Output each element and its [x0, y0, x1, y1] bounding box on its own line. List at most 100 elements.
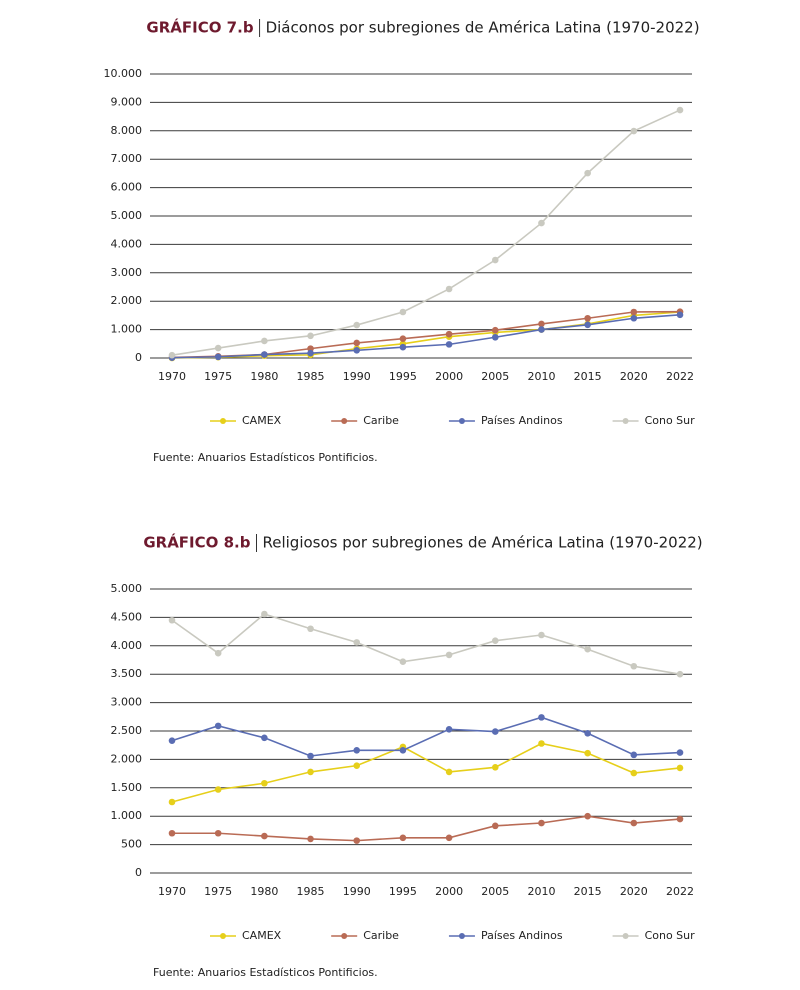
data-point [307, 768, 314, 776]
data-point [445, 651, 453, 659]
data-point [491, 822, 499, 830]
legend-label: Cono Sur [645, 929, 696, 942]
legend-marker [458, 418, 465, 424]
data-point [676, 764, 684, 772]
y-tick-label: 8.000 [111, 124, 143, 137]
data-point [261, 610, 268, 618]
legend-marker [341, 418, 348, 424]
data-point [261, 734, 268, 742]
x-tick-label: 2020 [620, 885, 648, 898]
source-note: Fuente: Anuarios Estadísticos Pontificio… [153, 451, 378, 464]
y-tick-label: 2.000 [111, 752, 143, 765]
data-point [630, 127, 638, 135]
y-tick-label: 10.000 [104, 67, 143, 80]
x-tick-label: 2010 [527, 885, 555, 898]
x-tick-label: 2000 [435, 370, 463, 383]
series-line [171, 109, 681, 356]
data-point [261, 832, 268, 840]
series-line [171, 716, 681, 757]
data-point [168, 798, 176, 806]
x-tick-label: 2020 [620, 370, 648, 383]
data-point [584, 321, 591, 329]
y-tick-label: 7.000 [111, 152, 143, 165]
data-point [584, 812, 591, 820]
data-point [630, 662, 638, 670]
data-point [445, 768, 453, 776]
data-point [307, 332, 314, 340]
y-tick-label: 2.000 [111, 294, 143, 307]
data-point [538, 819, 545, 827]
series-line [171, 310, 681, 359]
data-point [399, 343, 407, 351]
data-point [491, 764, 499, 771]
x-tick-label: 1970 [158, 885, 186, 898]
y-tick-label: 4.500 [111, 610, 143, 623]
legend-marker [458, 933, 465, 939]
y-tick-label: 5.000 [111, 582, 143, 595]
data-point [353, 747, 361, 754]
data-point [353, 347, 361, 354]
x-tick-label: 1985 [297, 885, 325, 898]
data-point [676, 815, 684, 823]
data-point [399, 658, 407, 666]
y-tick-label: 0 [135, 351, 142, 364]
data-point [538, 740, 545, 747]
data-point [538, 219, 545, 227]
x-tick-label: 1970 [158, 370, 186, 383]
y-tick-label: 1.000 [111, 809, 143, 822]
data-point [399, 834, 407, 842]
chart-title: Religiosos por subregiones de América La… [262, 534, 702, 552]
data-point [538, 631, 545, 639]
data-point [584, 749, 591, 757]
data-point [214, 344, 222, 352]
y-tick-label: 2.500 [111, 724, 143, 737]
data-point [445, 725, 453, 733]
x-tick-label: 2010 [527, 370, 555, 383]
series-line [171, 742, 681, 803]
data-point [307, 752, 314, 760]
data-point [353, 339, 361, 347]
legend-marker [220, 418, 226, 424]
legend-marker [622, 418, 629, 424]
y-tick-label: 3.500 [111, 667, 143, 680]
y-tick-label: 4.000 [111, 639, 143, 652]
title-label: GRÁFICO 8.b [143, 533, 250, 552]
y-tick-label: 1.500 [111, 781, 143, 794]
x-tick-label: 2015 [574, 370, 602, 383]
legend-label: Cono Sur [645, 414, 696, 427]
legend-label: CAMEX [242, 929, 282, 942]
data-point [214, 829, 222, 837]
y-tick-label: 500 [121, 838, 142, 851]
data-point [353, 762, 361, 769]
y-tick-label: 5.000 [111, 209, 143, 222]
data-point [538, 326, 545, 333]
data-point [584, 169, 591, 177]
data-point [584, 645, 591, 653]
series-line [171, 311, 681, 359]
data-point [538, 320, 545, 328]
legend-label: Países Andinos [481, 414, 563, 427]
data-point [491, 333, 499, 341]
data-point [445, 341, 453, 348]
data-point [676, 106, 684, 114]
data-point [214, 353, 222, 361]
data-point [676, 749, 684, 756]
data-point [261, 351, 268, 358]
data-point [353, 837, 361, 844]
data-point [214, 722, 222, 730]
data-point [676, 670, 684, 678]
data-point [307, 345, 314, 352]
x-tick-label: 2022 [666, 370, 694, 383]
x-tick-label: 1995 [389, 885, 417, 898]
x-tick-label: 2005 [481, 370, 509, 383]
data-point [261, 779, 268, 787]
data-point [261, 337, 268, 345]
x-tick-label: 1990 [343, 885, 371, 898]
data-point [399, 747, 407, 754]
x-tick-label: 1975 [204, 370, 232, 383]
x-tick-label: 1980 [250, 885, 278, 898]
y-tick-label: 3.000 [111, 696, 143, 709]
data-point [307, 835, 314, 843]
x-tick-label: 1975 [204, 885, 232, 898]
